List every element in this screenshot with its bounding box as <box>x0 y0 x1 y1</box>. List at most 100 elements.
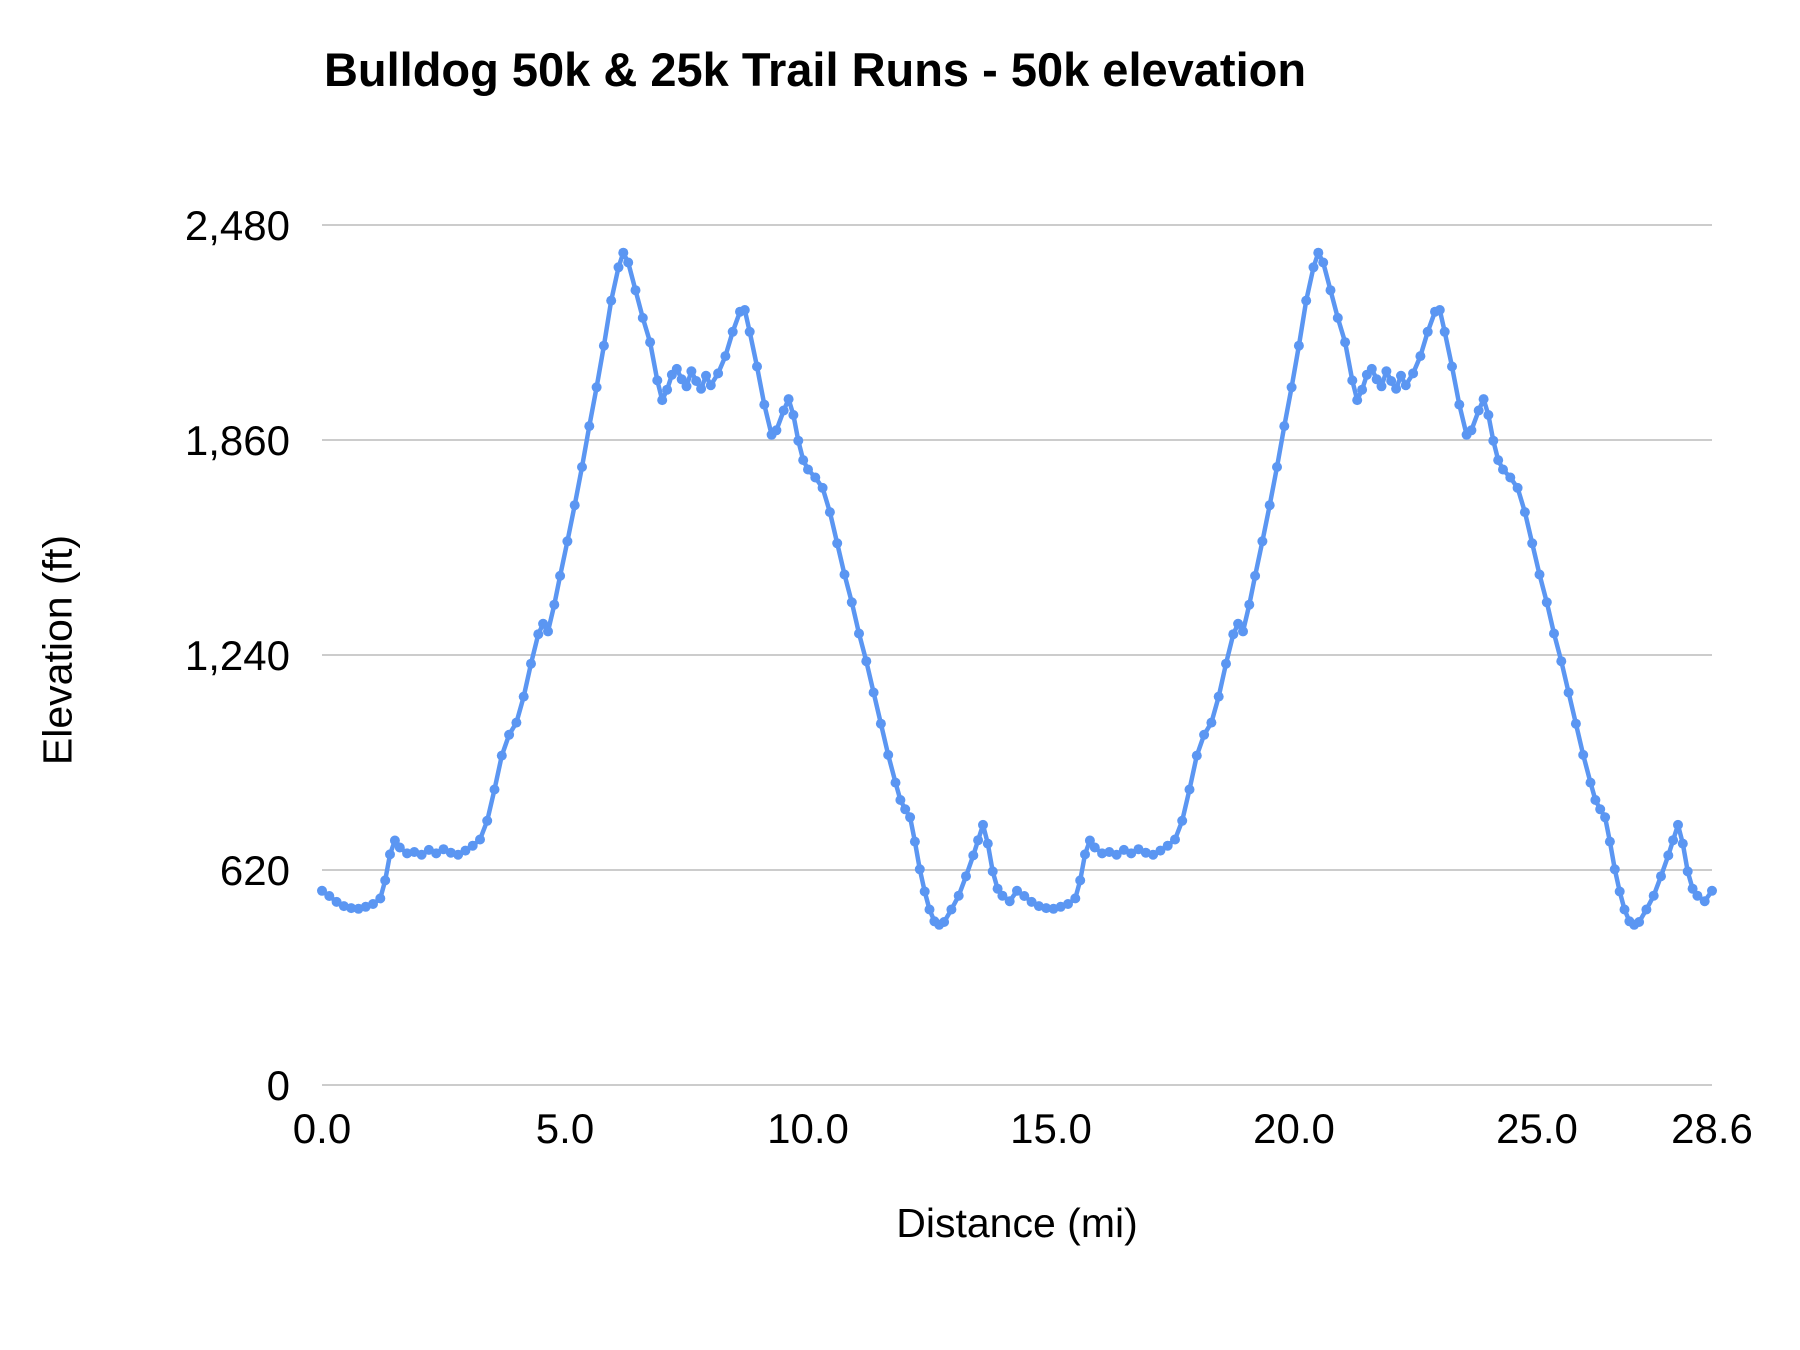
data-point-marker <box>671 363 682 374</box>
x-tick-label: 20.0 <box>1253 1105 1335 1152</box>
data-point-marker <box>453 849 464 860</box>
data-point-marker <box>1089 842 1100 853</box>
data-point-marker <box>1408 368 1419 379</box>
data-point-marker <box>1415 351 1426 362</box>
data-point-marker <box>584 421 595 432</box>
data-point-marker <box>1063 899 1073 909</box>
data-point-marker <box>1595 804 1606 815</box>
data-point-marker <box>511 717 522 728</box>
y-tick-label: 620 <box>220 847 290 894</box>
data-point-marker <box>1614 886 1625 897</box>
data-point-marker <box>1206 717 1217 728</box>
data-point-marker <box>1673 819 1683 830</box>
x-tick-label: 28.6 <box>1671 1105 1753 1152</box>
data-point-marker <box>1184 784 1195 795</box>
data-point-marker <box>1301 295 1312 306</box>
data-point-marker <box>416 849 427 860</box>
data-point-marker <box>713 368 724 379</box>
data-point-marker <box>1439 326 1450 337</box>
data-point-marker <box>324 891 335 901</box>
data-point-marker <box>1250 570 1261 581</box>
data-point-marker <box>1609 864 1620 875</box>
data-point-marker <box>1386 376 1397 386</box>
data-point-marker <box>1347 375 1358 386</box>
data-point-marker <box>317 885 327 896</box>
data-point-marker <box>968 850 979 861</box>
data-point-marker <box>1541 597 1552 608</box>
data-point-marker <box>1041 903 1052 914</box>
data-point-marker <box>861 656 872 667</box>
data-point-marker <box>1199 729 1210 740</box>
data-point-marker <box>832 538 843 549</box>
data-point-marker <box>1682 866 1693 877</box>
data-point-marker <box>1376 381 1387 392</box>
data-point-marker <box>978 819 988 830</box>
data-point-marker <box>1590 795 1601 805</box>
data-point-marker <box>1663 850 1674 861</box>
data-point-marker <box>939 917 950 927</box>
data-point-marker <box>1111 849 1122 860</box>
data-point-marker <box>1549 628 1559 639</box>
data-point-marker <box>1578 749 1589 760</box>
data-point-marker <box>817 482 828 493</box>
data-point-marker <box>946 904 957 915</box>
data-point-marker <box>1340 337 1351 348</box>
data-point-marker <box>467 840 478 851</box>
data-point-marker <box>759 399 770 410</box>
data-point-marker <box>331 896 342 907</box>
data-point-marker <box>1493 455 1504 466</box>
data-point-marker <box>1570 718 1581 729</box>
x-tick-label: 25.0 <box>1496 1105 1578 1152</box>
data-point-marker <box>1454 399 1465 410</box>
data-point-marker <box>752 361 762 372</box>
data-point-marker <box>905 812 916 823</box>
data-point-marker <box>987 866 998 877</box>
data-point-marker <box>538 618 549 629</box>
data-point-marker <box>562 536 573 547</box>
data-point-marker <box>982 838 993 849</box>
data-point-marker <box>1318 257 1329 268</box>
data-point-marker <box>739 305 750 315</box>
data-point-marker <box>533 629 544 640</box>
data-point-marker <box>1692 890 1703 901</box>
data-point-marker <box>1687 883 1698 894</box>
data-point-marker <box>1391 383 1402 394</box>
data-point-marker <box>1519 507 1530 518</box>
data-point-marker <box>1170 834 1180 845</box>
data-point-marker <box>1498 464 1508 475</box>
data-point-marker <box>1585 777 1596 788</box>
data-point-marker <box>919 886 930 897</box>
data-point-marker <box>788 410 799 420</box>
data-point-marker <box>645 337 656 348</box>
data-point-marker <box>1677 838 1688 849</box>
data-point-marker <box>1191 750 1202 761</box>
data-point-marker <box>591 382 602 393</box>
data-point-marker <box>900 804 911 815</box>
data-point-marker <box>705 380 716 391</box>
data-point-marker <box>1286 382 1297 393</box>
data-point-marker <box>1634 917 1645 927</box>
data-point-marker <box>606 295 617 306</box>
data-point-marker <box>1648 890 1659 901</box>
data-point-marker <box>992 883 1003 894</box>
x-tick-label: 5.0 <box>536 1105 594 1152</box>
data-point-marker <box>1534 569 1545 580</box>
y-tick-label: 0 <box>267 1062 290 1109</box>
data-point-marker <box>875 718 886 729</box>
data-point-marker <box>543 626 553 637</box>
data-point-marker <box>657 395 668 406</box>
data-point-marker <box>883 749 894 760</box>
data-point-marker <box>1213 691 1224 702</box>
data-point-marker <box>368 899 378 909</box>
data-point-marker <box>1080 849 1090 860</box>
data-point-marker <box>1478 394 1489 405</box>
data-point-marker <box>890 777 901 788</box>
data-point-marker <box>997 890 1008 901</box>
data-point-marker <box>676 374 687 385</box>
data-point-marker <box>1264 500 1275 511</box>
data-point-marker <box>696 383 707 394</box>
data-point-marker <box>394 842 405 853</box>
data-point-marker <box>577 462 587 472</box>
data-point-marker <box>1600 812 1611 823</box>
